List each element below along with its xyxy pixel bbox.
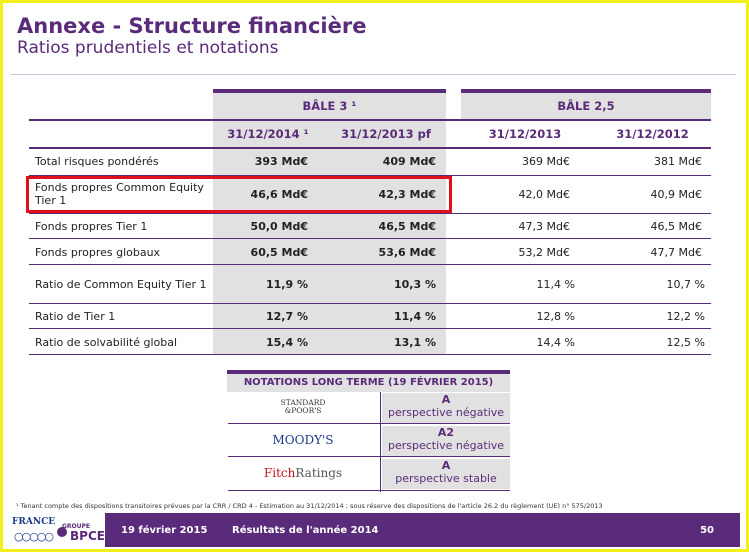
col-header-2014: 31/12/2014 ¹ xyxy=(227,127,309,141)
row-label: Total risques pondérés xyxy=(35,155,159,168)
footer-bar: 19 février 2015 Résultats de l'année 201… xyxy=(105,513,740,547)
row-rule xyxy=(29,175,711,176)
col-header-2012: 31/12/2012 xyxy=(616,127,689,141)
sp-rating-outlook: perspective négative xyxy=(387,406,505,419)
cell-value: 47,7 Md€ xyxy=(650,246,702,259)
cell-value: 50,0 Md€ xyxy=(250,220,308,233)
row-label: Fonds propres Tier 1 xyxy=(35,220,148,233)
bale25-header: BÂLE 2,5 xyxy=(557,99,615,113)
notations-row-rule xyxy=(228,456,510,457)
cell-value: 40,9 Md€ xyxy=(650,188,702,201)
row-label: Fonds propres globaux xyxy=(35,246,161,259)
cell-value: 53,2 Md€ xyxy=(518,246,570,259)
bale25-header-bar xyxy=(461,89,711,93)
page-subtitle: Ratios prudentiels et notations xyxy=(17,38,279,58)
bale3-shade xyxy=(213,93,446,355)
header-rule xyxy=(29,119,711,121)
sp-logo-line2: &POOR'S xyxy=(284,406,322,415)
col-header-2013pf: 31/12/2013 pf xyxy=(341,127,431,141)
bale3-header-bar xyxy=(213,89,446,93)
cell-value: 42,3 Md€ xyxy=(378,188,436,201)
notations-row-rule xyxy=(228,490,510,491)
row-rule xyxy=(29,303,711,304)
sp-logo: STANDARD &POOR'S xyxy=(228,393,378,427)
notations-divider xyxy=(380,392,381,492)
cell-value: 12,5 % xyxy=(666,336,705,349)
title-divider xyxy=(11,74,736,75)
fitch-rating-outlook: perspective stable xyxy=(395,472,497,485)
cell-value: 46,5 Md€ xyxy=(378,220,436,233)
fitch-logo: FitchRatings xyxy=(228,459,378,487)
olympic-rings-icon: ○○○○○ xyxy=(14,530,54,543)
cell-value: 11,9 % xyxy=(266,278,308,291)
cell-value: 11,4 % xyxy=(536,278,575,291)
cell-value: 12,2 % xyxy=(666,310,705,323)
cell-value: 53,6 Md€ xyxy=(378,246,436,259)
notations-row-rule xyxy=(228,423,510,424)
row-rule xyxy=(29,238,711,239)
cell-value: 46,6 Md€ xyxy=(250,188,308,201)
row-label: Ratio de Tier 1 xyxy=(35,310,116,323)
row-label: Ratio de solvabilité global xyxy=(35,336,178,349)
cell-value: 11,4 % xyxy=(394,310,436,323)
page-number: 50 xyxy=(700,525,714,536)
moodys-rating-grade: A2 xyxy=(437,426,455,439)
footer-logos: FRANCE ○○○○○ GROUPE BPCE xyxy=(12,517,105,547)
bale25-header-shade xyxy=(461,93,711,119)
bpce-mark-icon xyxy=(57,527,67,537)
sp-logo-line1: STANDARD xyxy=(280,398,326,407)
page-title: Annexe - Structure financière xyxy=(17,14,367,38)
bpce-logo: BPCE xyxy=(70,529,105,543)
sp-rating-grade: A xyxy=(441,393,451,406)
cell-value: 409 Md€ xyxy=(382,155,436,168)
moodys-rating: A2 perspective négative xyxy=(382,426,510,456)
cell-value: 369 Md€ xyxy=(522,155,570,168)
cell-value: 10,3 % xyxy=(394,278,436,291)
sp-rating: A perspective négative xyxy=(382,393,510,423)
cell-value: 42,0 Md€ xyxy=(518,188,570,201)
fitch-logo-b: Ratings xyxy=(295,466,343,480)
header-rule-2 xyxy=(29,147,711,149)
cell-value: 393 Md€ xyxy=(254,155,308,168)
cell-value: 15,4 % xyxy=(266,336,308,349)
cell-value: 10,7 % xyxy=(666,278,705,291)
row-rule xyxy=(29,213,711,214)
groupe-label: GROUPE xyxy=(62,523,91,530)
moodys-logo: MOODY'S xyxy=(272,433,334,447)
notations-header: NOTATIONS LONG TERME (19 FÉVRIER 2015) xyxy=(227,370,510,392)
cell-value: 46,5 Md€ xyxy=(650,220,702,233)
cell-value: 13,1 % xyxy=(394,336,436,349)
moodys-rating-outlook: perspective négative xyxy=(387,439,505,452)
cell-value: 12,8 % xyxy=(536,310,575,323)
row-rule xyxy=(29,354,711,355)
fitch-rating-grade: A xyxy=(441,459,451,472)
bale3-header: BÂLE 3 ¹ xyxy=(302,99,357,113)
row-rule xyxy=(29,264,711,265)
row-rule xyxy=(29,328,711,329)
col-header-2013: 31/12/2013 xyxy=(488,127,562,141)
cell-value: 14,4 % xyxy=(536,336,575,349)
france-logo: FRANCE xyxy=(12,517,56,527)
footnote: ¹ Tenant compte des dispositions transit… xyxy=(16,502,603,510)
row-label: Ratio de Common Equity Tier 1 xyxy=(35,278,207,291)
footer-date: 19 février 2015 xyxy=(121,525,208,536)
cell-value: 381 Md€ xyxy=(654,155,702,168)
fitch-logo-a: Fitch xyxy=(263,466,296,480)
cell-value: 47,3 Md€ xyxy=(518,220,570,233)
footer-title: Résultats de l'année 2014 xyxy=(232,525,379,536)
row-label: Fonds propres Common Equity Tier 1 xyxy=(35,181,204,207)
cell-value: 60,5 Md€ xyxy=(250,246,308,259)
fitch-rating: A perspective stable xyxy=(382,459,510,489)
cell-value: 12,7 % xyxy=(266,310,308,323)
highlight-box xyxy=(26,176,452,213)
